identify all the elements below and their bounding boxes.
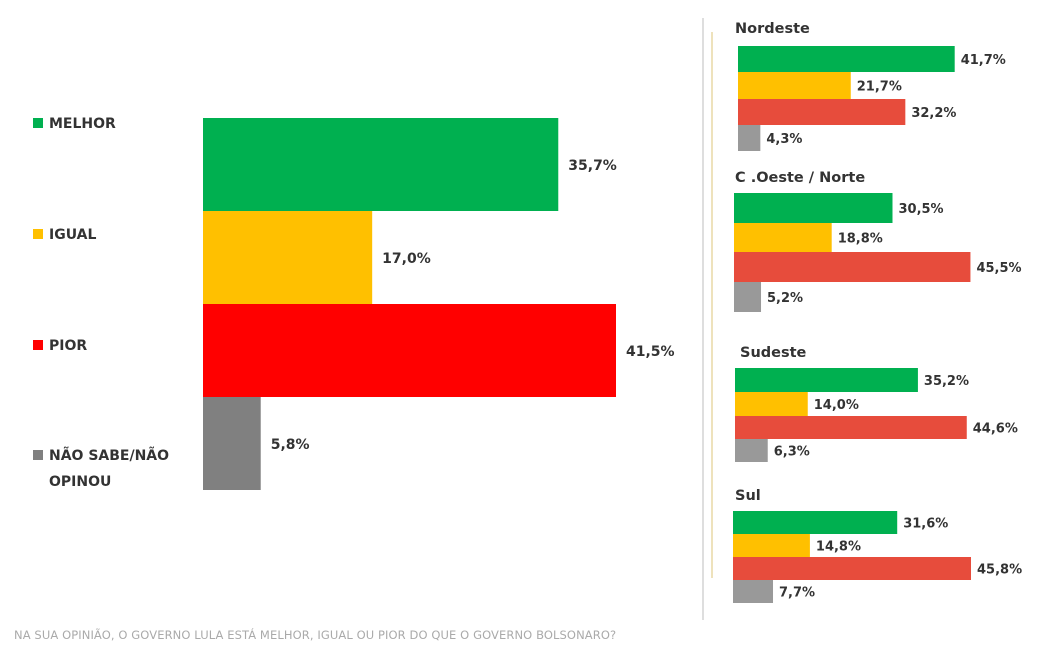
- region-value-label-centro-oeste-norte-igual: 18,8%: [838, 232, 883, 247]
- region-bar-sul-nao-sabe: [733, 580, 774, 603]
- region-bar-centro-oeste-norte-melhor: [734, 193, 893, 223]
- main-bar-melhor: [203, 118, 559, 211]
- regional-bar-charts: Nordeste 41,7% 21,7% 32,2% 4,3% C .Oeste / No…: [733, 21, 1022, 603]
- region-title-centro-oeste-norte: C .Oeste / Norte: [735, 170, 865, 186]
- legend-swatch-igual: [33, 229, 43, 239]
- region-value-label-sul-igual: 14,8%: [816, 540, 861, 555]
- region-bar-sudeste-pior: [735, 416, 967, 439]
- region-value-label-sudeste-pior: 44,6%: [973, 422, 1018, 437]
- region-value-label-sul-nao-sabe: 7,7%: [779, 586, 815, 601]
- region-bar-sudeste-melhor: [735, 368, 918, 392]
- region-title-sudeste: Sudeste: [740, 345, 807, 361]
- main-value-label-pior: 41,5%: [626, 344, 675, 360]
- region-bar-nordeste-igual: [738, 72, 851, 99]
- main-bar-chart: 35,7% 17,0% 41,5% 5,8%: [203, 118, 675, 490]
- region-value-label-nordeste-melhor: 41,7%: [961, 53, 1006, 68]
- region-bar-sudeste-nao-sabe: [735, 439, 768, 462]
- region-chart-sudeste: Sudeste 35,2% 14,0% 44,6% 6,3%: [735, 345, 1018, 462]
- region-value-label-sul-pior: 45,8%: [977, 563, 1022, 578]
- question-footnote: NA SUA OPINIÃO, O GOVERNO LULA ESTÁ MELH…: [14, 628, 617, 642]
- main-bar-pior: [203, 304, 616, 397]
- region-value-label-sudeste-melhor: 35,2%: [924, 374, 969, 389]
- region-chart-nordeste: Nordeste 41,7% 21,7% 32,2% 4,3%: [735, 21, 1006, 151]
- region-value-label-nordeste-nao-sabe: 4,3%: [766, 132, 802, 147]
- legend-label-melhor: MELHOR: [49, 116, 116, 132]
- legend-swatch-pior: [33, 340, 43, 350]
- region-value-label-nordeste-pior: 32,2%: [911, 106, 956, 121]
- dividers: [702, 18, 713, 620]
- region-chart-centro-oeste-norte: C .Oeste / Norte 30,5% 18,8% 45,5% 5,2%: [734, 170, 1022, 312]
- region-bar-nordeste-pior: [738, 99, 906, 125]
- main-bar-nao-sabe: [203, 397, 261, 490]
- region-bar-sul-melhor: [733, 511, 898, 534]
- region-value-label-centro-oeste-norte-pior: 45,5%: [976, 261, 1021, 276]
- region-bar-nordeste-nao-sabe: [738, 125, 761, 151]
- region-value-label-sudeste-nao-sabe: 6,3%: [774, 445, 810, 460]
- main-value-label-melhor: 35,7%: [568, 158, 617, 174]
- legend-swatch-melhor: [33, 118, 43, 128]
- main-bar-igual: [203, 211, 373, 304]
- region-title-nordeste: Nordeste: [735, 21, 810, 37]
- region-bar-sul-pior: [733, 557, 971, 580]
- region-bar-sudeste-igual: [735, 392, 808, 416]
- main-value-label-igual: 17,0%: [382, 251, 431, 267]
- region-value-label-sul-melhor: 31,6%: [903, 517, 948, 532]
- region-value-label-centro-oeste-norte-nao-sabe: 5,2%: [767, 291, 803, 306]
- main-value-label-nao-sabe: 5,8%: [271, 437, 310, 453]
- region-bar-centro-oeste-norte-nao-sabe: [734, 282, 762, 312]
- region-bar-centro-oeste-norte-pior: [734, 252, 971, 282]
- region-bar-nordeste-melhor: [738, 46, 955, 72]
- region-title-sul: Sul: [735, 488, 761, 504]
- legend-label-nao-sabe: OPINOU: [49, 474, 111, 490]
- region-value-label-centro-oeste-norte-melhor: 30,5%: [898, 202, 943, 217]
- region-bar-centro-oeste-norte-igual: [734, 223, 832, 252]
- region-value-label-nordeste-igual: 21,7%: [857, 80, 902, 95]
- region-chart-sul: Sul 31,6% 14,8% 45,8% 7,7%: [733, 488, 1022, 603]
- region-value-label-sudeste-igual: 14,0%: [814, 398, 859, 413]
- legend-label-nao-sabe: NÃO SABE/NÃO: [49, 447, 169, 464]
- legend-swatch-nao-sabe: [33, 450, 43, 460]
- legend-label-pior: PIOR: [49, 338, 87, 354]
- legend: MELHOR IGUAL PIOR NÃO SABE/NÃO OPINOU: [33, 116, 169, 490]
- region-bar-sul-igual: [733, 534, 810, 557]
- legend-label-igual: IGUAL: [49, 227, 96, 243]
